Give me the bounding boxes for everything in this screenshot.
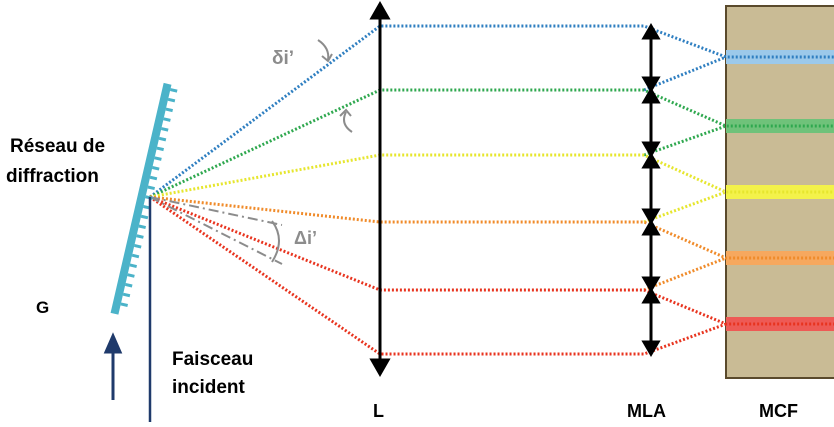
ray-blue (149, 24, 834, 199)
mla-array (641, 23, 661, 357)
fiber-core-orange (726, 251, 834, 265)
diffraction-grating (110, 82, 178, 315)
grating-label-line1: Réseau de (10, 136, 105, 157)
grating-label-line2: diffraction (6, 166, 99, 187)
small-delta-arc-bottom (343, 111, 353, 133)
fiber-core-red (726, 317, 834, 331)
lens-l (369, 0, 391, 378)
ray-red (149, 195, 834, 356)
small-delta-arrow-top (321, 53, 333, 63)
ray-yellow (149, 153, 834, 224)
small-delta-i-label: δi’ (272, 48, 294, 69)
mcf-label: MCF (759, 401, 798, 421)
small-delta-arrow-bottom (339, 108, 352, 117)
g-arrow (103, 332, 123, 400)
mla-label: MLA (627, 401, 666, 421)
beam-label-line2: incident (172, 377, 246, 398)
delta-i-angle-lines (149, 196, 283, 265)
ray-orange (149, 195, 834, 292)
delta-i-arc (271, 220, 280, 263)
ray-green (149, 88, 834, 199)
lens-label: L (373, 401, 384, 421)
small-delta-arc-top (317, 39, 330, 61)
g-label: G (36, 298, 49, 317)
big-delta-i-label: Δi’ (294, 228, 317, 248)
beam-label-line1: Faisceau (172, 349, 253, 370)
